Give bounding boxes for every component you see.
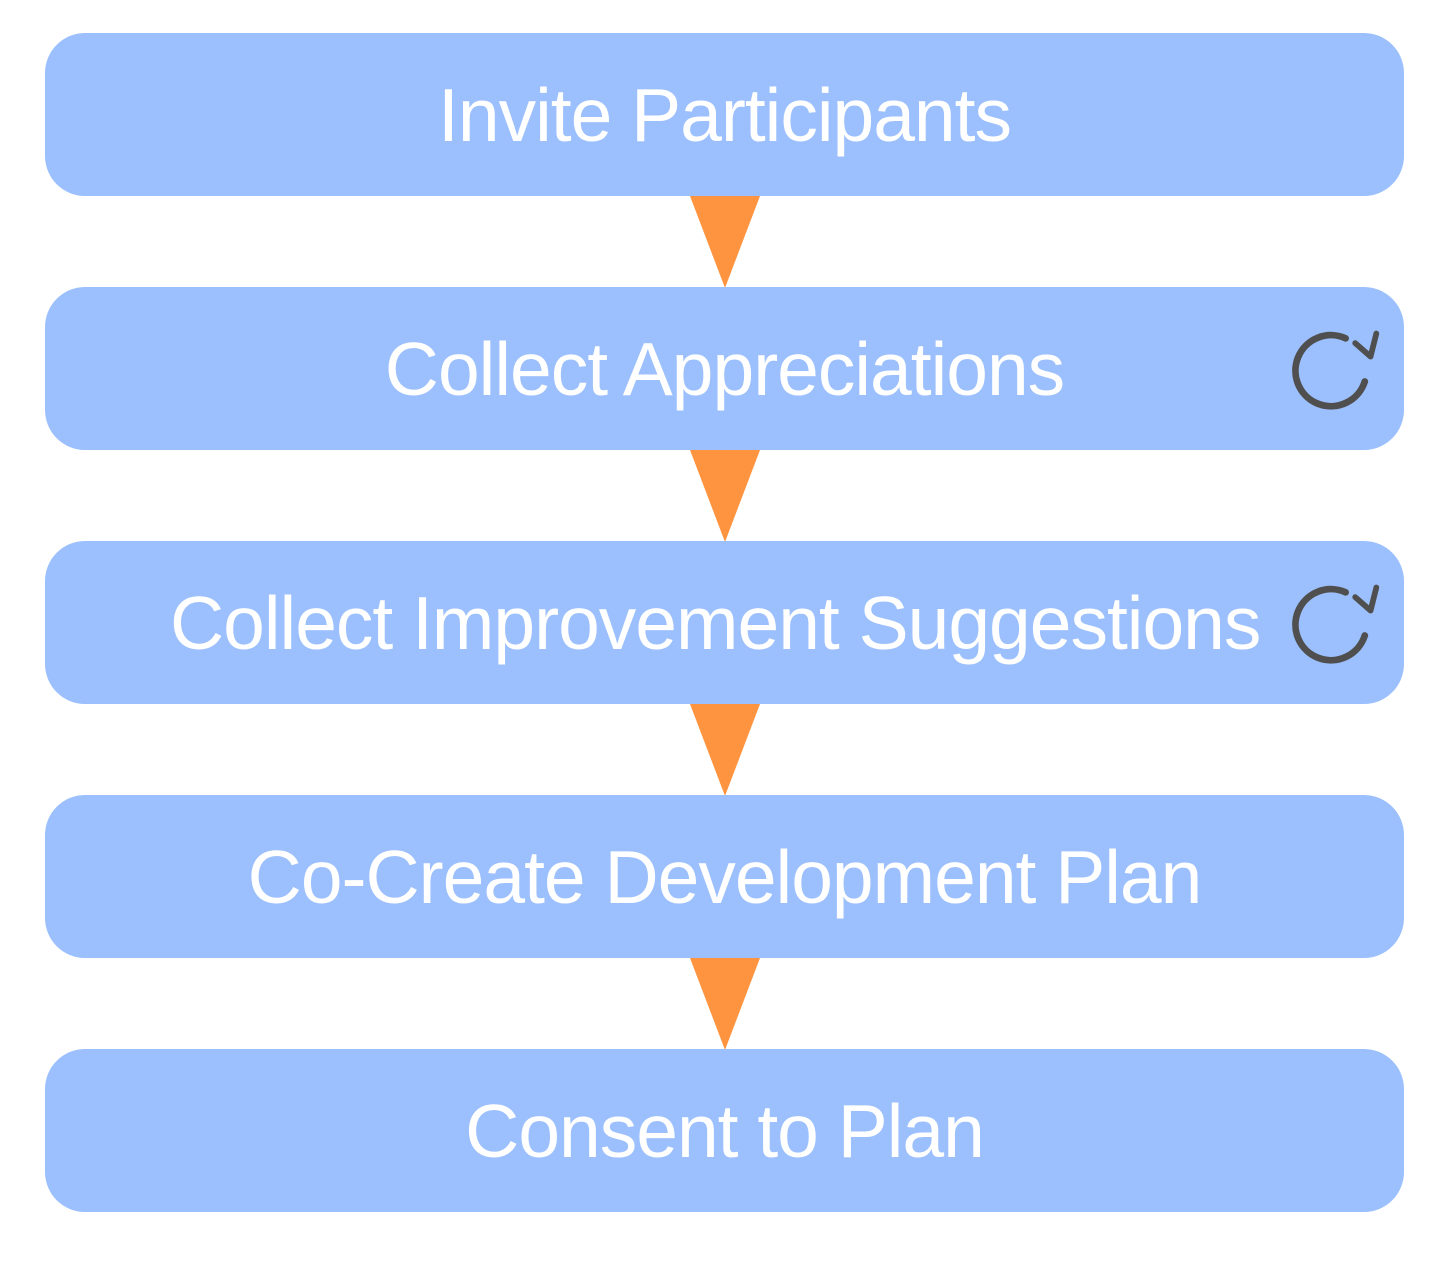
step-collect-appreciations: Collect Appreciations (45, 287, 1404, 450)
step-label: Consent to Plan (465, 1088, 985, 1173)
step-label: Co-Create Development Plan (247, 834, 1203, 919)
step-consent-to-plan: Consent to Plan (45, 1049, 1404, 1212)
step-label: Collect Appreciations (384, 326, 1065, 411)
down-arrow-icon (690, 958, 760, 1050)
down-arrow-icon (690, 450, 760, 542)
step-co-create-development-plan: Co-Create Development Plan (45, 795, 1404, 958)
step-collect-improvement-suggestions: Collect Improvement Suggestions (45, 541, 1404, 704)
down-arrow-icon (690, 196, 760, 288)
step-label: Invite Participants (438, 72, 1012, 157)
step-label: Collect Improvement Suggestions (170, 580, 1261, 665)
repeat-icon (1292, 584, 1380, 664)
step-invite-participants: Invite Participants (45, 33, 1404, 196)
down-arrow-icon (690, 704, 760, 796)
repeat-icon (1292, 330, 1380, 410)
